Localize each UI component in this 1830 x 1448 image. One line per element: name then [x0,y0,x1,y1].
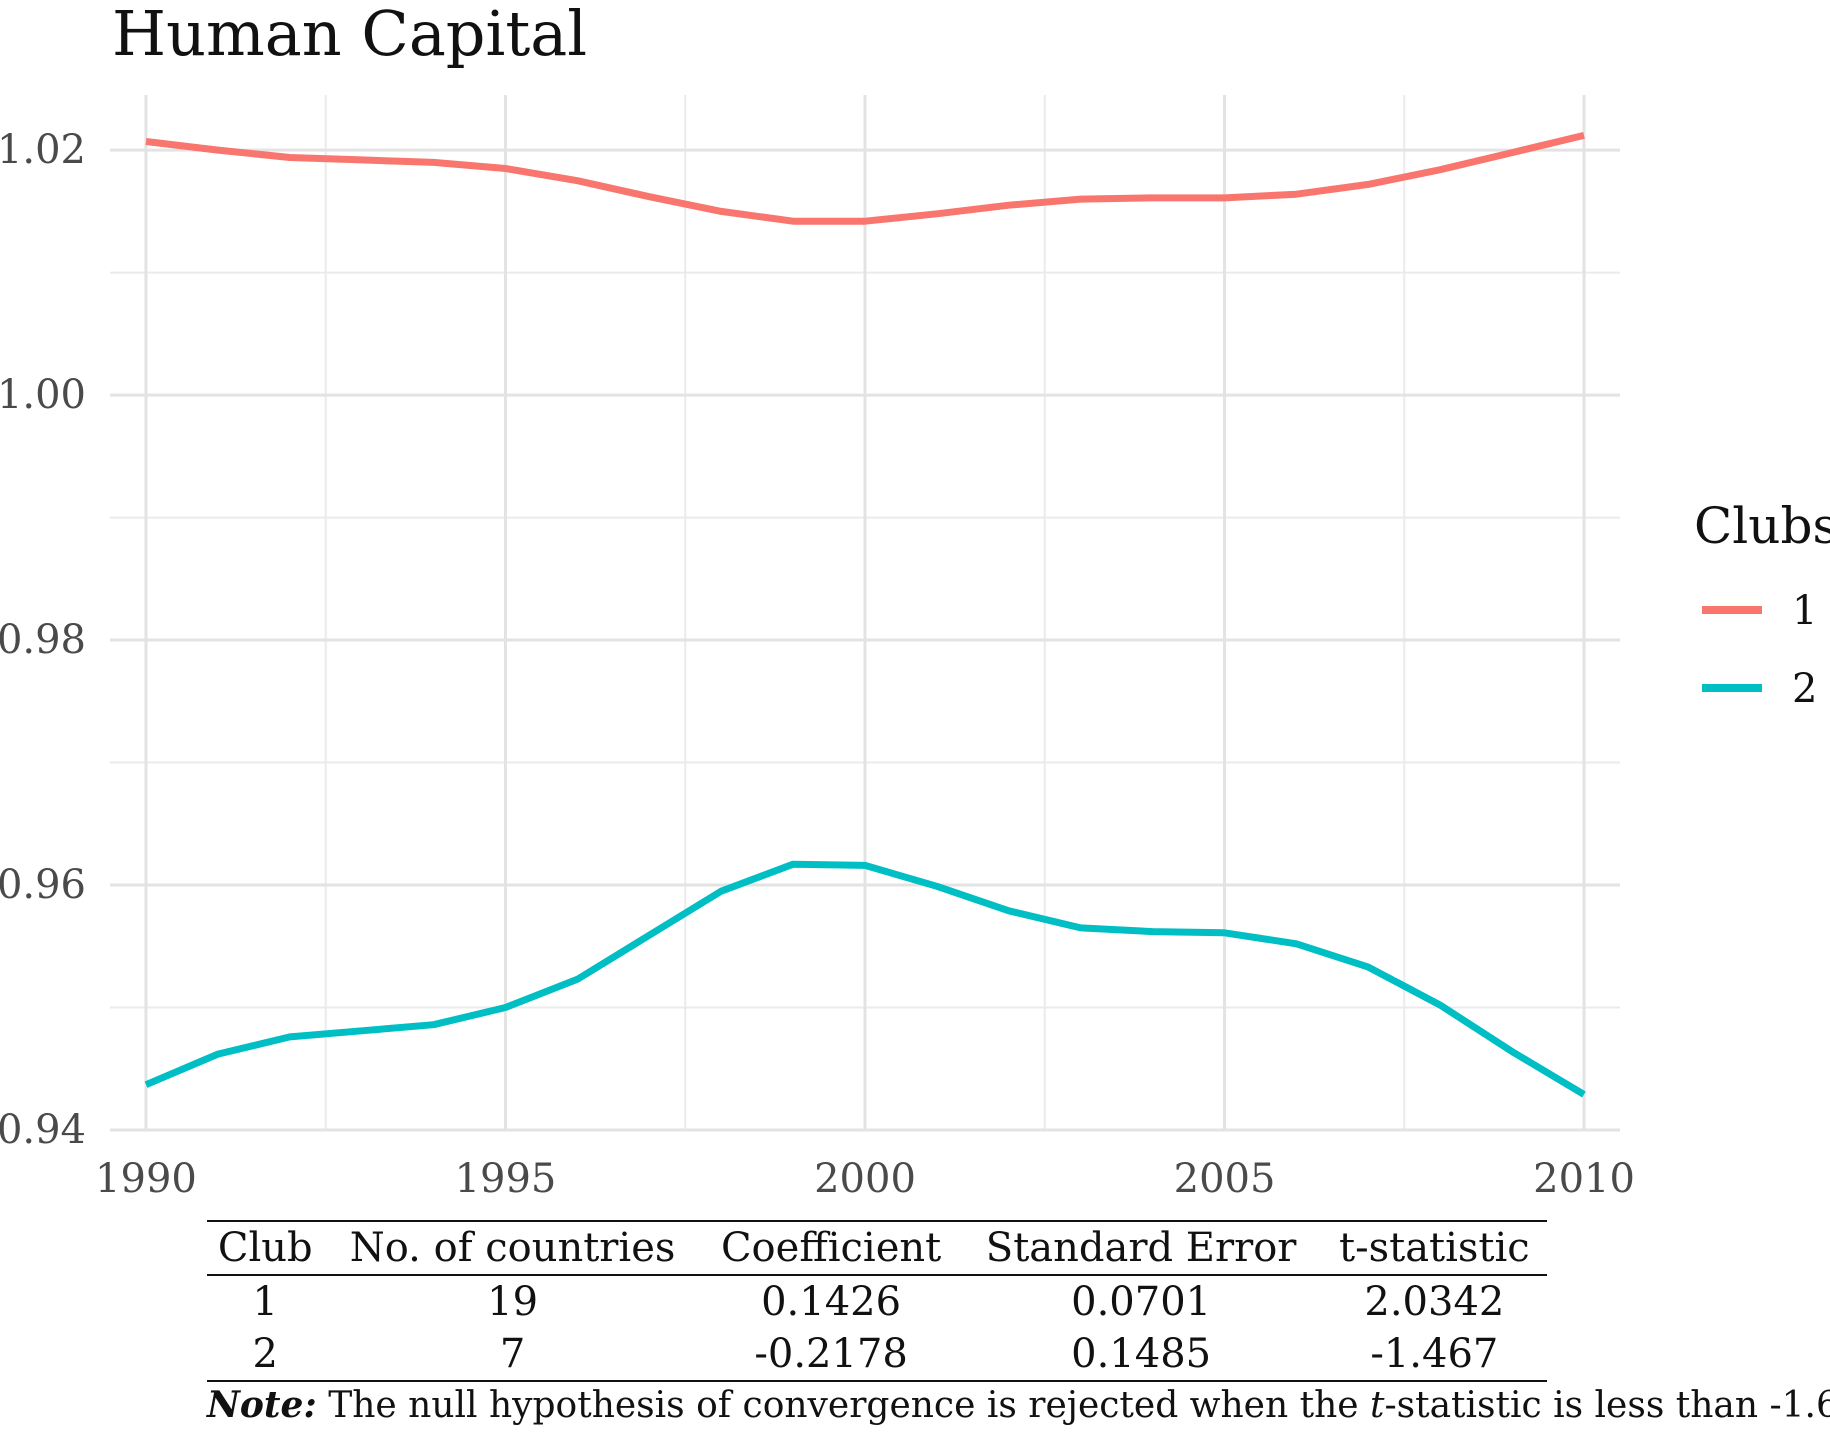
series-line-1 [145,131,1585,225]
cell-t-statistic: -1.467 [1370,1331,1499,1377]
cell-club: 1 [252,1279,278,1325]
chart-title: Human Capital [112,0,587,70]
x-axis-ticks: 1990 1995 2000 2005 2010 [95,1156,1635,1202]
cell-standard-error: 0.0701 [1071,1279,1212,1325]
cell-countries: 19 [487,1279,539,1325]
x-tick-label: 2010 [1533,1156,1635,1202]
results-table: Club No. of countries Coefficient Standa… [207,1220,1547,1382]
table-row: 1 19 0.1426 0.0701 2.0342 [207,1275,1547,1328]
x-tick-label: 1995 [455,1156,557,1202]
header-coefficient: Coefficient [720,1225,942,1271]
cell-standard-error: 0.1485 [1071,1331,1212,1377]
note-t-symbol: t [1370,1385,1385,1426]
note-label: Note: [207,1384,317,1426]
line-chart: 0.94 0.96 0.98 1.00 1.02 1990 1995 2000 2005 201… [0,0,1830,1202]
header-club: Club [217,1225,313,1271]
series-line-2 [144,860,1586,1098]
results-table-container: Club No. of countries Coefficient Standa… [207,1220,1547,1382]
cell-club: 2 [252,1331,278,1377]
legend-label-1: 1 [1792,588,1817,634]
cell-coefficient: 0.1426 [761,1279,902,1325]
y-axis-ticks: 0.94 0.96 0.98 1.00 1.02 [0,127,86,1153]
note-text-before: The null hypothesis of convergence is re… [316,1385,1371,1426]
x-tick-label: 2005 [1174,1156,1276,1202]
grid-lines [110,95,1620,1132]
table-header-row: Club No. of countries Coefficient Standa… [207,1221,1547,1275]
header-t-statistic: t-statistic [1339,1225,1530,1271]
x-tick-label: 1990 [95,1156,197,1202]
y-tick-label: 1.02 [0,127,86,173]
legend-label-2: 2 [1792,666,1817,712]
series-lines [144,131,1586,1098]
table-row: 2 7 -0.2178 0.1485 -1.467 [207,1328,1547,1381]
header-standard-error: Standard Error [985,1225,1297,1271]
x-tick-label: 2000 [814,1156,916,1202]
y-tick-label: 1.00 [0,372,86,418]
legend: Clubs 1 2 [1694,497,1830,712]
cell-coefficient: -0.2178 [754,1331,908,1377]
y-tick-label: 0.94 [0,1107,86,1153]
legend-title: Clubs [1694,497,1830,555]
cell-countries: 7 [499,1331,526,1377]
header-countries: No. of countries [349,1225,676,1271]
y-tick-label: 0.96 [0,862,86,908]
table-note: Note: The null hypothesis of convergence… [207,1384,1830,1426]
cell-t-statistic: 2.0342 [1364,1279,1505,1325]
y-tick-label: 0.98 [0,617,86,663]
note-text-after: -statistic is less than -1.65. [1384,1385,1830,1426]
